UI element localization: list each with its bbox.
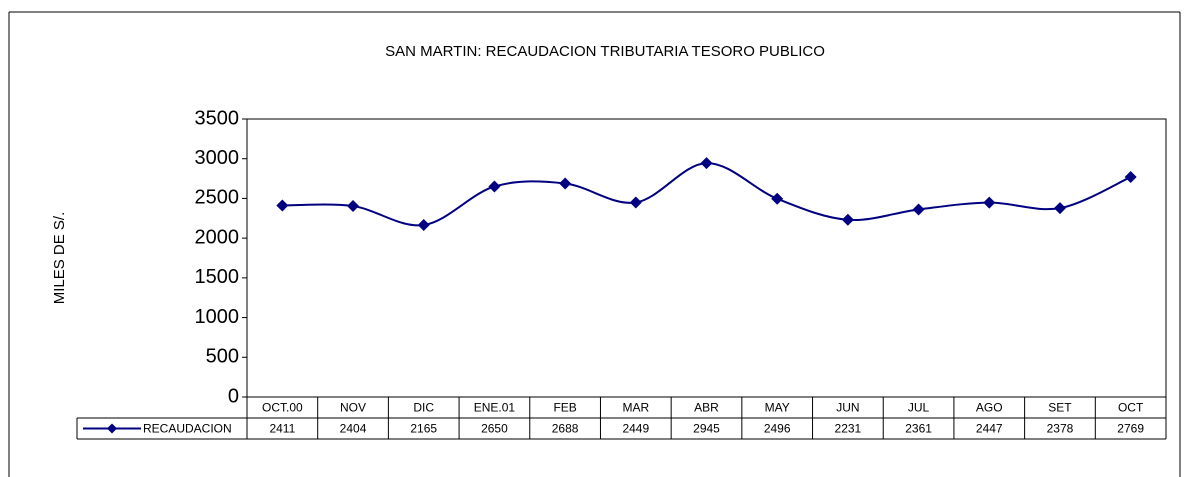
table-value: 2945 (693, 422, 720, 436)
table-value: 2449 (622, 422, 649, 436)
plot-area (246, 118, 1167, 398)
marker (841, 213, 854, 226)
x-tick-label: NOV (340, 401, 366, 415)
marker (1124, 171, 1137, 184)
legend-marker (107, 423, 117, 434)
table-value: 2231 (835, 422, 862, 436)
x-tick-label: ENE.01 (474, 401, 516, 415)
y-tick-label: 0 (228, 385, 239, 407)
table-value: 2769 (1117, 422, 1144, 436)
chart-title: SAN MARTIN: RECAUDACION TRIBUTARIA TESOR… (385, 43, 825, 60)
y-tick-label: 1000 (195, 306, 240, 328)
y-tick-label: 3500 (195, 107, 240, 129)
x-tick-label: MAR (622, 401, 649, 415)
marker (771, 192, 784, 205)
table-value: 2688 (552, 422, 579, 436)
x-tick-label: MAY (765, 401, 790, 415)
table-value: 2496 (764, 422, 791, 436)
table-value: 2165 (410, 422, 437, 436)
x-tick-label: AGO (976, 401, 1003, 415)
marker (1053, 202, 1066, 215)
x-tick-label: OCT.00 (262, 401, 303, 415)
y-tick-label: 2500 (195, 187, 240, 209)
x-tick-label: DIC (413, 401, 434, 415)
marker (488, 180, 501, 193)
x-tick-label: ABR (694, 401, 719, 415)
x-tick-label: SET (1048, 401, 1072, 415)
table-value: 2650 (481, 422, 508, 436)
table-value: 2447 (976, 422, 1003, 436)
marker (700, 157, 713, 170)
y-tick-label: 500 (206, 346, 239, 368)
marker (347, 200, 360, 213)
y-axis-label: MILES DE S/. (51, 212, 68, 305)
table-value: 2411 (269, 422, 295, 436)
marker (912, 203, 925, 216)
marker (559, 177, 572, 190)
table-value: 2361 (905, 422, 932, 436)
y-tick-label: 1500 (195, 266, 240, 288)
x-tick-label: JUN (836, 401, 859, 415)
y-tick-label: 2000 (195, 226, 240, 248)
legend-label: RECAUDACION (143, 422, 232, 436)
x-tick-label: OCT (1118, 401, 1144, 415)
marker (629, 196, 642, 209)
marker (276, 199, 289, 212)
x-tick-label: JUL (908, 401, 930, 415)
marker (417, 219, 430, 232)
table-value: 2378 (1047, 422, 1074, 436)
table-value: 2404 (340, 422, 367, 436)
y-tick-label: 3000 (195, 147, 240, 169)
line (282, 162, 1132, 227)
marker (983, 196, 996, 209)
x-tick-label: FEB (553, 401, 576, 415)
